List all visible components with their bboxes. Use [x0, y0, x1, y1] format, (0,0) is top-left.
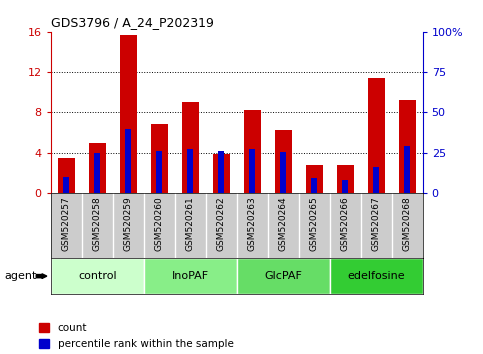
Text: GSM520265: GSM520265: [310, 196, 319, 251]
Bar: [182, 102, 199, 193]
Text: GSM520268: GSM520268: [403, 196, 412, 251]
Text: GSM520266: GSM520266: [341, 196, 350, 251]
Text: agent: agent: [5, 271, 37, 281]
Text: InoPAF: InoPAF: [171, 271, 209, 281]
Bar: [237, 258, 330, 294]
Bar: [156, 151, 162, 193]
Bar: [57, 158, 75, 193]
Bar: [144, 258, 237, 294]
Text: edelfosine: edelfosine: [347, 271, 405, 281]
Bar: [94, 153, 100, 193]
Bar: [218, 151, 224, 193]
Text: GlcPAF: GlcPAF: [264, 271, 302, 281]
Bar: [329, 258, 423, 294]
Bar: [404, 146, 410, 193]
Text: GSM520262: GSM520262: [217, 196, 226, 251]
Text: GSM520264: GSM520264: [279, 196, 288, 251]
Bar: [337, 165, 354, 193]
Text: GSM520260: GSM520260: [155, 196, 164, 251]
Bar: [342, 180, 348, 193]
Bar: [373, 167, 379, 193]
Text: GSM520259: GSM520259: [124, 196, 133, 251]
Bar: [249, 149, 255, 193]
Bar: [368, 78, 384, 193]
Text: GSM520261: GSM520261: [185, 196, 195, 251]
Text: GSM520257: GSM520257: [62, 196, 71, 251]
Bar: [151, 125, 168, 193]
Bar: [398, 100, 416, 193]
Bar: [306, 165, 323, 193]
Bar: [63, 177, 69, 193]
Bar: [126, 129, 131, 193]
Text: GSM520267: GSM520267: [371, 196, 381, 251]
Legend: count, percentile rank within the sample: count, percentile rank within the sample: [39, 323, 234, 349]
Bar: [213, 154, 230, 193]
Bar: [280, 152, 286, 193]
Bar: [243, 110, 261, 193]
Bar: [51, 258, 144, 294]
Text: GDS3796 / A_24_P202319: GDS3796 / A_24_P202319: [51, 16, 213, 29]
Bar: [312, 178, 317, 193]
Bar: [120, 35, 137, 193]
Text: GSM520263: GSM520263: [248, 196, 256, 251]
Text: GSM520258: GSM520258: [93, 196, 102, 251]
Bar: [187, 149, 193, 193]
Bar: [89, 143, 106, 193]
Text: control: control: [78, 271, 116, 281]
Bar: [275, 130, 292, 193]
